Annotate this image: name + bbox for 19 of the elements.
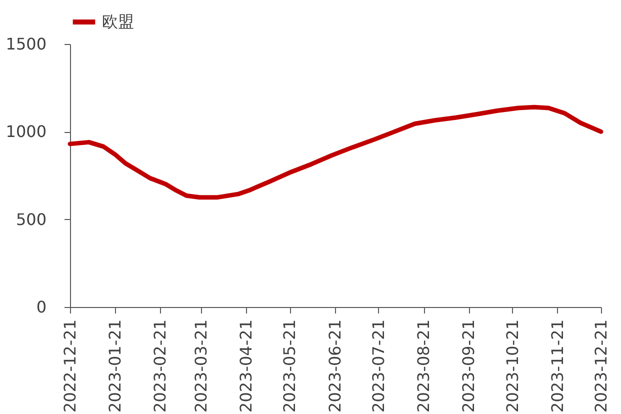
y-tick-label: 1000 [6, 122, 46, 142]
y-tick-label: 0 [36, 298, 46, 316]
x-tick-label: 2023-12-21 [592, 320, 610, 412]
legend-label: 欧盟 [102, 12, 134, 31]
x-tick-label: 2023-09-21 [459, 320, 478, 412]
x-tick-label: 2022-12-21 [60, 320, 80, 412]
x-tick-label: 2023-05-21 [280, 320, 300, 412]
x-tick-label: 2023-02-21 [150, 320, 170, 412]
x-tick-label: 2023-03-21 [191, 320, 210, 412]
x-tick-label: 2023-01-21 [106, 320, 125, 412]
x-tick-label: 2023-04-21 [236, 320, 256, 412]
y-tick-label: 500 [16, 210, 46, 229]
x-tick-label: 2023-10-21 [502, 320, 522, 412]
x-tick-label: 2023-08-21 [414, 320, 434, 412]
x-tick-label: 2023-06-21 [325, 320, 344, 412]
y-tick-label: 1500 [6, 34, 46, 54]
line-series [68, 104, 604, 200]
x-tick-label: 2023-07-21 [368, 320, 388, 412]
x-tick-label: 2023-11-21 [548, 320, 567, 412]
